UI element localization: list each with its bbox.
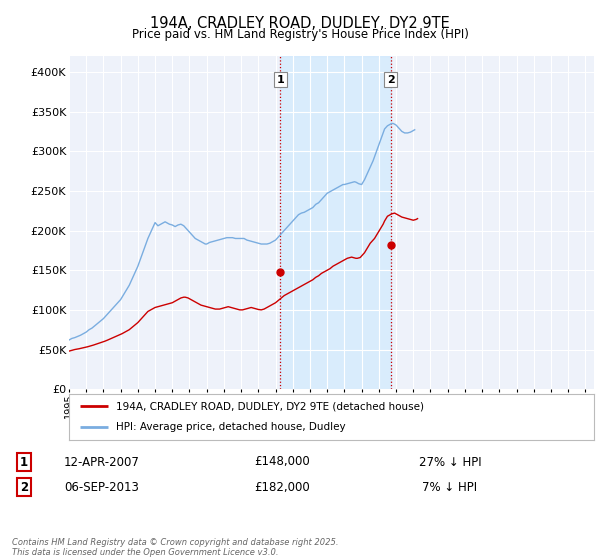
- Text: 2: 2: [386, 75, 394, 85]
- Text: 194A, CRADLEY ROAD, DUDLEY, DY2 9TE: 194A, CRADLEY ROAD, DUDLEY, DY2 9TE: [150, 16, 450, 31]
- Text: 1: 1: [277, 75, 284, 85]
- Text: 1: 1: [20, 455, 28, 469]
- Text: 12-APR-2007: 12-APR-2007: [64, 455, 140, 469]
- Text: 27% ↓ HPI: 27% ↓ HPI: [419, 455, 481, 469]
- Text: £182,000: £182,000: [254, 480, 310, 494]
- Text: HPI: Average price, detached house, Dudley: HPI: Average price, detached house, Dudl…: [116, 422, 346, 432]
- Bar: [280, 56, 391, 389]
- Text: Price paid vs. HM Land Registry's House Price Index (HPI): Price paid vs. HM Land Registry's House …: [131, 28, 469, 41]
- Text: 06-SEP-2013: 06-SEP-2013: [65, 480, 139, 494]
- Text: 7% ↓ HPI: 7% ↓ HPI: [422, 480, 478, 494]
- Text: £148,000: £148,000: [254, 455, 310, 469]
- Text: 194A, CRADLEY ROAD, DUDLEY, DY2 9TE (detached house): 194A, CRADLEY ROAD, DUDLEY, DY2 9TE (det…: [116, 401, 424, 411]
- Text: Contains HM Land Registry data © Crown copyright and database right 2025.
This d: Contains HM Land Registry data © Crown c…: [12, 538, 338, 557]
- Text: 2: 2: [20, 480, 28, 494]
